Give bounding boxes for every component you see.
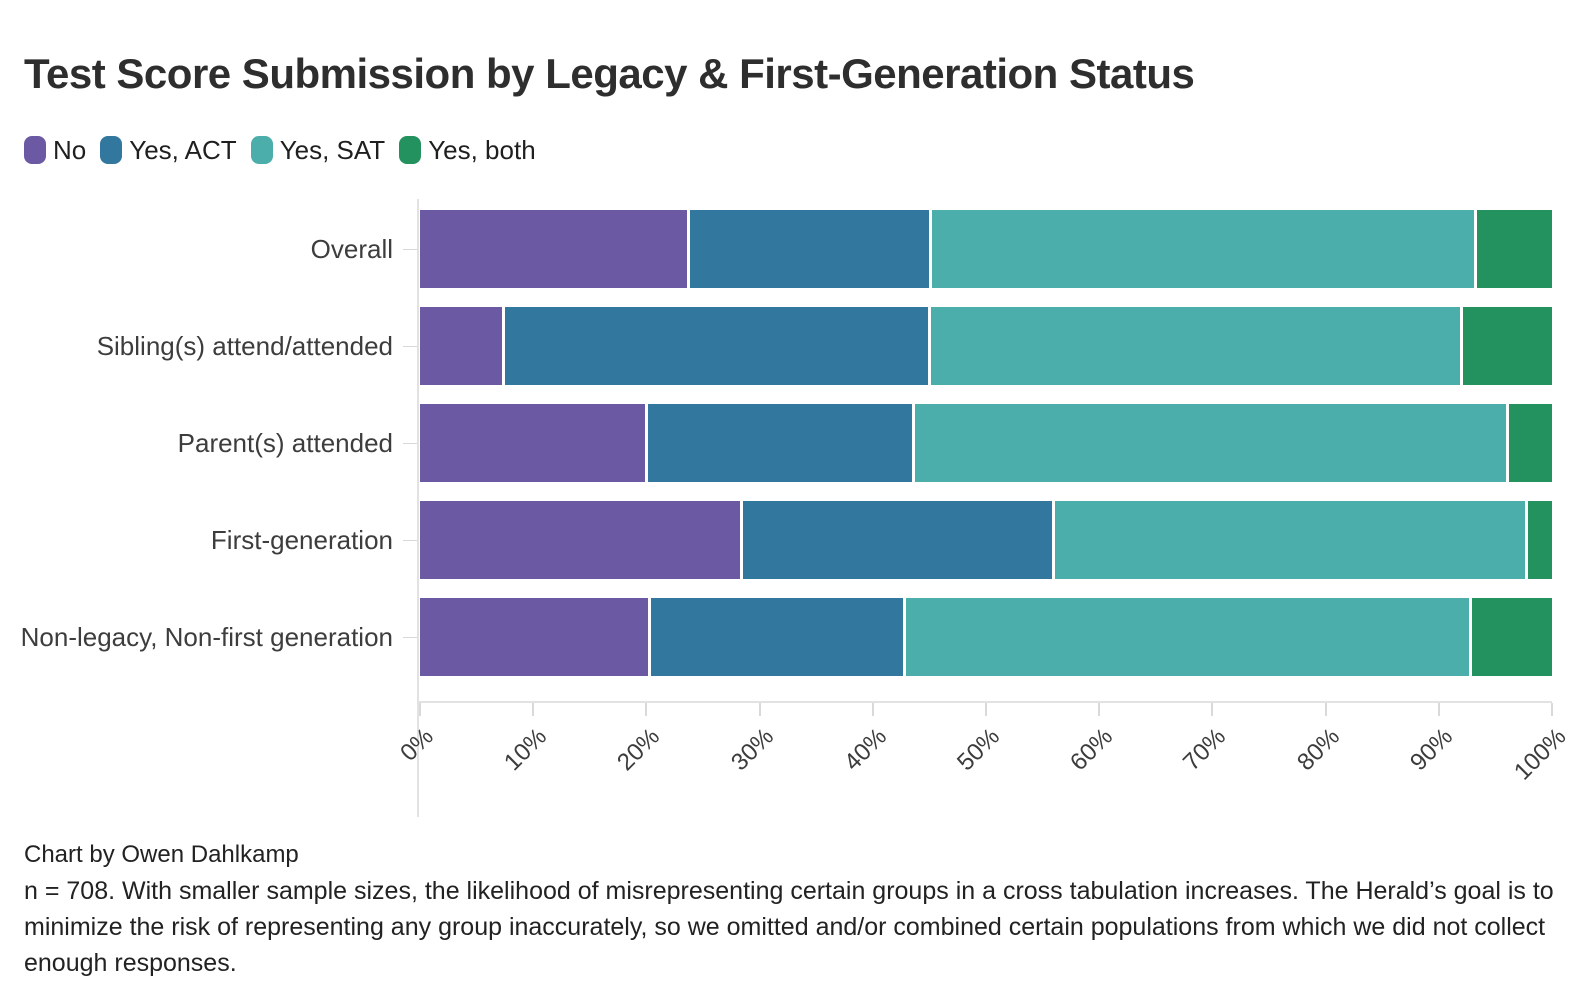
segment-yes-act[interactable] — [647, 404, 912, 482]
x-tick-mark — [1211, 703, 1214, 716]
legend-swatch-yes-act — [100, 136, 123, 164]
x-tick-label: 10% — [499, 723, 553, 777]
segment-yes-both[interactable] — [1472, 598, 1552, 676]
legend-label: Yes, SAT — [279, 134, 386, 165]
x-tick-label: 0% — [395, 723, 440, 767]
chart-credit: Chart by Owen Dahlkamp — [24, 841, 299, 868]
legend-swatch-no — [24, 136, 46, 164]
row-tick — [403, 539, 417, 541]
legend-label: No — [53, 134, 87, 165]
x-tick-label: 70% — [1178, 723, 1232, 777]
segment-yes-act[interactable] — [650, 598, 903, 676]
segment-yes-act[interactable] — [743, 501, 1052, 579]
legend-label: Yes, ACT — [129, 134, 237, 165]
legend-item-yes-act: Yes, ACT — [100, 134, 237, 166]
x-tick-mark — [1551, 703, 1553, 716]
y-label-text: Parent(s) attended — [177, 427, 393, 458]
x-tick-mark — [871, 703, 874, 716]
x-tick-label: 50% — [952, 723, 1006, 777]
x-axis: 0% 10% 20% 30% 40% 50% 60% 70% 80% 90% 1… — [395, 701, 1571, 811]
chart-page: Test Score Submission by Legacy & First-… — [0, 50, 1592, 981]
bar-row-parents — [420, 404, 1552, 482]
x-tick-label: 60% — [1065, 723, 1119, 777]
segment-yes-both[interactable] — [1528, 501, 1552, 579]
y-label-text: Sibling(s) attend/attended — [96, 330, 393, 361]
bar-row-overall — [420, 210, 1552, 288]
legend-swatch-yes-both — [399, 136, 422, 164]
y-axis-line — [417, 199, 419, 817]
y-label-non-legacy: Non-legacy, Non-first generation — [20, 598, 420, 676]
segment-yes-sat[interactable] — [1054, 501, 1526, 579]
segment-yes-both[interactable] — [1509, 404, 1552, 482]
x-tick-label: 80% — [1291, 723, 1345, 777]
segment-yes-sat[interactable] — [931, 307, 1461, 385]
y-label-text: First-generation — [210, 524, 393, 555]
segment-yes-sat[interactable] — [932, 210, 1474, 288]
y-label-siblings: Sibling(s) attend/attended — [24, 307, 420, 385]
legend-item-yes-sat: Yes, SAT — [250, 134, 386, 166]
legend: No Yes, ACT Yes, SAT Yes, both — [24, 134, 1568, 166]
y-label-parents: Parent(s) attended — [24, 404, 420, 482]
x-tick-label: 100% — [1508, 723, 1572, 786]
chart-footer: Chart by Owen Dahlkamp n = 708. With sma… — [24, 837, 1568, 981]
y-label-text: Overall — [310, 233, 393, 264]
x-tick-mark — [419, 703, 421, 716]
chart-title: Test Score Submission by Legacy & First-… — [24, 50, 1195, 97]
row-tick — [403, 248, 417, 250]
x-tick-label: 20% — [612, 723, 666, 777]
x-tick-mark — [645, 703, 648, 716]
y-label-text: Non-legacy, Non-first generation — [20, 621, 393, 652]
x-tick-mark — [532, 703, 535, 716]
segment-yes-both[interactable] — [1463, 307, 1553, 385]
y-axis-labels: Overall Sibling(s) attend/attended Paren… — [20, 210, 420, 676]
plot-area: 0% 10% 20% 30% 40% 50% 60% 70% 80% 90% 1… — [395, 199, 1571, 817]
segment-no[interactable] — [420, 404, 645, 482]
row-tick — [403, 345, 417, 347]
segment-yes-act[interactable] — [690, 210, 930, 288]
x-tick-label: 90% — [1404, 723, 1458, 777]
segment-no[interactable] — [420, 501, 741, 579]
x-tick-mark — [758, 703, 761, 716]
x-tick-mark — [1324, 703, 1327, 716]
legend-item-yes-both: Yes, both — [399, 134, 536, 166]
x-tick-label: 40% — [838, 723, 892, 777]
y-label-first-generation: First-generation — [24, 501, 420, 579]
segment-no[interactable] — [420, 598, 648, 676]
y-label-overall: Overall — [24, 210, 420, 288]
segment-yes-act[interactable] — [504, 307, 929, 385]
bar-row-first-generation — [420, 501, 1552, 579]
x-tick-mark — [1098, 703, 1101, 716]
row-tick — [403, 442, 417, 444]
x-tick-label: 30% — [725, 723, 779, 777]
segment-yes-sat[interactable] — [905, 598, 1470, 676]
row-tick — [403, 636, 417, 638]
legend-label: Yes, both — [428, 134, 536, 165]
segment-no[interactable] — [420, 210, 688, 288]
legend-swatch-yes-sat — [250, 136, 273, 164]
segment-yes-sat[interactable] — [914, 404, 1507, 482]
bar-row-siblings — [420, 307, 1553, 385]
x-tick-mark — [985, 703, 987, 716]
stacked-bar-chart: Overall Sibling(s) attend/attended Paren… — [20, 199, 1571, 817]
x-axis-line — [417, 701, 1552, 703]
bar-row-non-legacy — [420, 598, 1552, 676]
segment-yes-both[interactable] — [1476, 210, 1552, 288]
legend-item-no: No — [24, 135, 86, 166]
x-tick-mark — [1437, 703, 1440, 716]
segment-no[interactable] — [420, 307, 502, 385]
chart-note: n = 708. With smaller sample sizes, the … — [24, 877, 1554, 977]
